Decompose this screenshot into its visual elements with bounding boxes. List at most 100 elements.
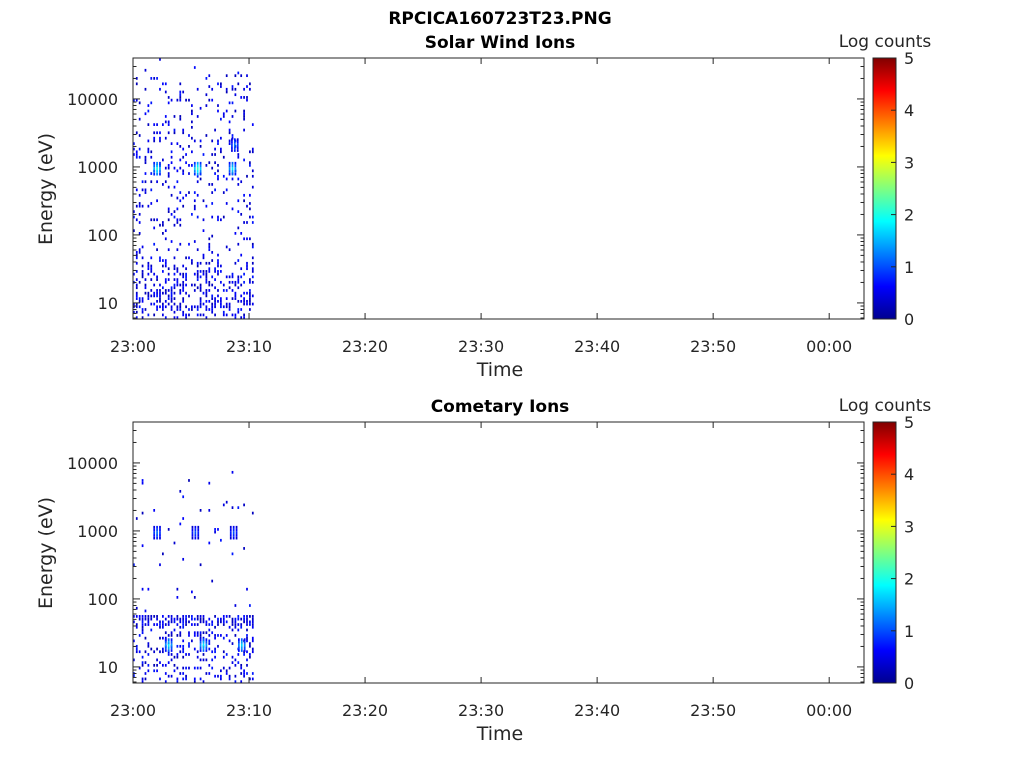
heatmap-cell xyxy=(237,653,240,656)
heatmap-cell xyxy=(193,677,196,681)
heatmap-cell xyxy=(228,674,231,678)
heatmap-cell xyxy=(179,96,182,99)
heatmap-cell xyxy=(211,294,214,298)
heatmap-cell xyxy=(211,275,214,279)
heatmap-cell xyxy=(199,631,202,635)
heatmap-feature-cell xyxy=(199,161,202,165)
heatmap-cell xyxy=(164,280,167,284)
heatmap-cell xyxy=(243,221,245,224)
heatmap-cell xyxy=(191,305,193,309)
heatmap-cell xyxy=(141,270,144,273)
heatmap-cell xyxy=(191,150,193,154)
heatmap-feature-cell xyxy=(191,525,194,529)
heatmap-feature-cell xyxy=(202,643,205,647)
heatmap-cell xyxy=(185,674,187,678)
heatmap-cell xyxy=(217,139,219,143)
heatmap-cell xyxy=(205,272,208,276)
heatmap-cell xyxy=(231,101,234,105)
heatmap-feature-cell xyxy=(193,170,196,173)
heatmap-cell xyxy=(144,677,147,681)
heatmap-cell xyxy=(182,289,185,292)
heatmap-cell xyxy=(234,93,237,97)
heatmap-cell xyxy=(222,615,225,618)
heatmap-cell xyxy=(234,604,237,607)
heatmap-cell xyxy=(191,212,193,216)
heatmap-cell xyxy=(251,625,254,629)
heatmap-cell xyxy=(246,299,248,303)
heatmap-cell xyxy=(231,297,234,300)
heatmap-feature-cell xyxy=(229,536,232,540)
heatmap-cell xyxy=(176,308,179,311)
heatmap-feature-cell xyxy=(196,170,199,173)
heatmap-feature-cell xyxy=(153,164,156,168)
heatmap-cell xyxy=(153,131,156,135)
cometary-ylabel: Energy (eV) xyxy=(35,497,57,609)
heatmap-cell xyxy=(176,180,179,184)
heatmap-cell xyxy=(243,299,245,303)
heatmap-cell xyxy=(240,316,243,319)
heatmap-feature-cell xyxy=(205,643,208,647)
heatmap-feature-cell xyxy=(240,643,243,647)
heatmap-feature-cell xyxy=(196,172,199,176)
heatmap-cell xyxy=(205,672,208,675)
heatmap-cell xyxy=(153,283,156,287)
heatmap-cell xyxy=(167,297,170,300)
heatmap-cell xyxy=(202,253,205,257)
heatmap-cell xyxy=(150,101,153,105)
heatmap-cell xyxy=(251,267,254,271)
heatmap-cell xyxy=(240,680,243,683)
heatmap-cell xyxy=(162,650,164,654)
heatmap-cell xyxy=(153,136,156,140)
heatmap-cell xyxy=(208,283,211,287)
heatmap-cell xyxy=(249,620,251,624)
heatmap-cell xyxy=(217,82,219,86)
heatmap-cell xyxy=(144,68,147,72)
heatmap-cell xyxy=(182,275,185,279)
heatmap-cell xyxy=(185,193,187,197)
heatmap-cell xyxy=(150,188,153,192)
cometary-title: Cometary Ions xyxy=(431,397,570,417)
heatmap-cell xyxy=(191,617,193,621)
heatmap-cell xyxy=(188,164,190,167)
heatmap-cell xyxy=(246,658,248,662)
heatmap-cell xyxy=(199,636,202,640)
heatmap-feature-cell xyxy=(231,164,234,168)
heatmap-cell xyxy=(211,650,214,654)
heatmap-cell xyxy=(222,115,225,118)
heatmap-cell xyxy=(208,308,211,311)
heatmap-cell xyxy=(208,85,211,88)
heatmap-cell xyxy=(234,283,237,287)
heatmap-cell xyxy=(205,620,208,624)
heatmap-cell xyxy=(162,615,164,618)
heatmap-cell xyxy=(202,302,205,306)
heatmap-cell xyxy=(217,253,219,257)
heatmap-cell xyxy=(150,172,153,175)
heatmap-cell xyxy=(153,294,156,298)
heatmap-cell xyxy=(156,294,158,298)
heatmap-cell xyxy=(220,264,222,268)
heatmap-cell xyxy=(208,642,211,645)
heatmap-feature-cell xyxy=(197,531,200,535)
heatmap-cell xyxy=(191,109,193,113)
heatmap-cell xyxy=(243,503,245,507)
heatmap-feature-cell xyxy=(232,525,235,529)
heatmap-cell xyxy=(188,308,190,311)
heatmap-feature-cell xyxy=(238,641,240,644)
heatmap-cell xyxy=(156,617,158,621)
heatmap-cell xyxy=(147,139,150,143)
heatmap-feature-cell xyxy=(228,167,231,171)
heatmap-feature-cell xyxy=(231,170,234,173)
heatmap-cell xyxy=(228,131,231,135)
heatmap-feature-cell xyxy=(231,138,233,142)
heatmap-feature-cell xyxy=(164,643,167,647)
heatmap-cell xyxy=(214,530,216,534)
heatmap-cell xyxy=(144,155,147,159)
heatmap-cell xyxy=(193,272,196,276)
heatmap-cell xyxy=(220,147,222,151)
heatmap-cell xyxy=(173,185,176,189)
heatmap-feature-cell xyxy=(228,172,231,176)
heatmap-cell xyxy=(133,98,135,102)
heatmap-feature-cell xyxy=(156,164,158,168)
heatmap-cell xyxy=(231,280,234,284)
heatmap-cell xyxy=(251,677,254,681)
